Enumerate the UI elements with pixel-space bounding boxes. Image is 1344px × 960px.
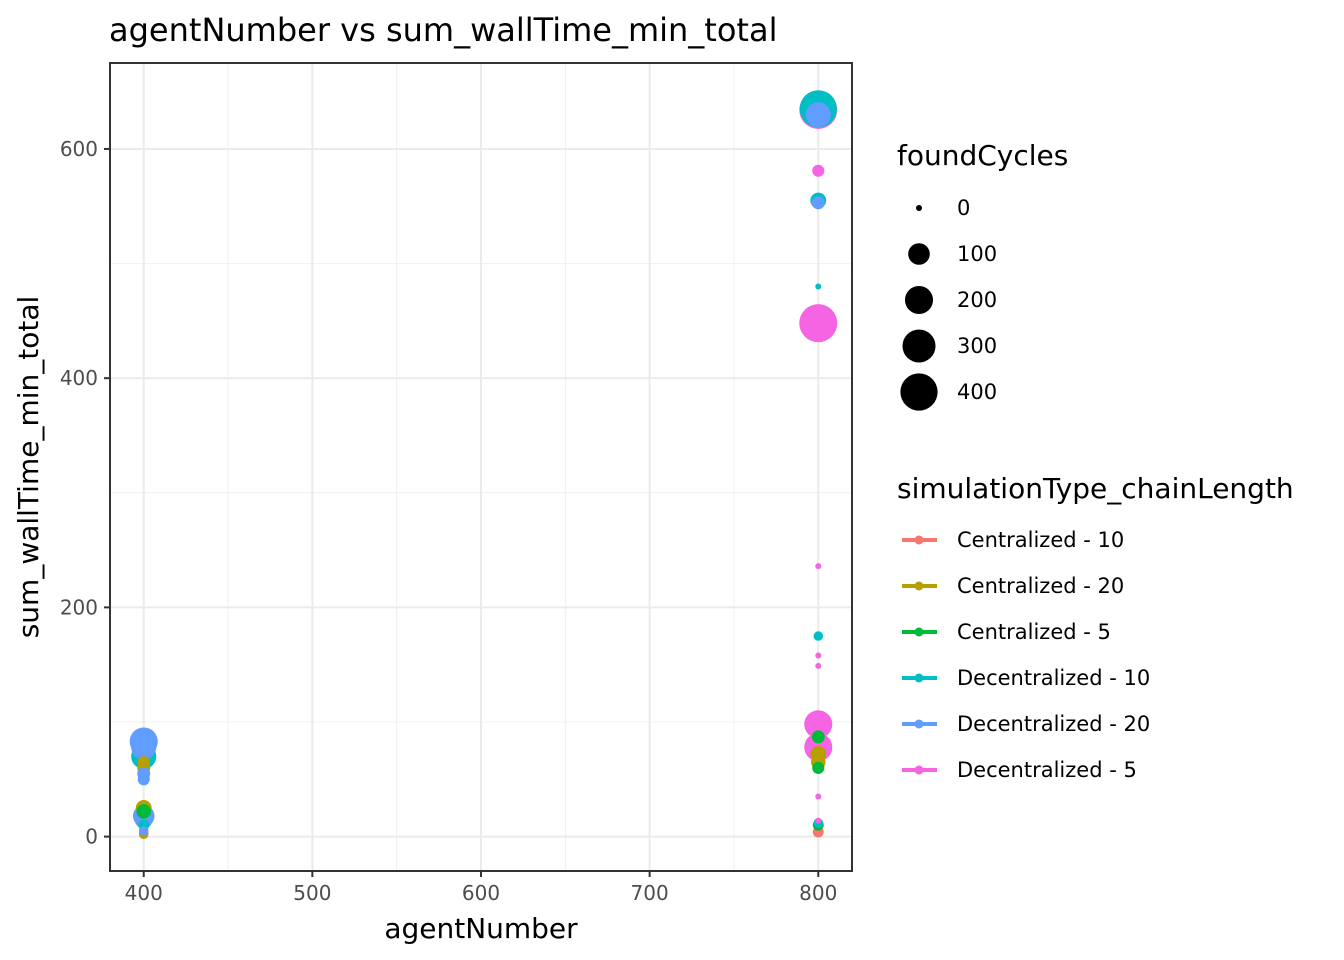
color-legend-dot <box>914 627 924 637</box>
size-legend-key <box>908 243 930 265</box>
data-point <box>804 710 833 739</box>
x-tick-label: 500 <box>293 881 331 905</box>
data-point <box>131 734 157 760</box>
data-point <box>815 817 822 824</box>
color-legend-label: Decentralized - 10 <box>957 666 1150 690</box>
y-tick-label: 200 <box>60 595 98 619</box>
size-legend-title: foundCycles <box>897 139 1068 172</box>
data-point <box>137 756 150 769</box>
data-point <box>815 652 822 659</box>
size-legend-label: 200 <box>957 288 997 312</box>
data-points <box>129 90 838 840</box>
color-legend-label: Decentralized - 5 <box>957 758 1137 782</box>
size-legend-label: 100 <box>957 242 997 266</box>
color-legend-dot <box>914 673 924 683</box>
data-point <box>813 631 824 641</box>
data-point <box>815 283 822 290</box>
data-point <box>812 164 825 177</box>
data-point <box>805 102 831 128</box>
data-point <box>815 563 822 570</box>
size-legend-key <box>900 373 938 411</box>
size-legend-key <box>916 205 922 211</box>
color-legend-label: Decentralized - 20 <box>957 712 1150 736</box>
data-point <box>811 730 825 744</box>
color-legend-label: Centralized - 20 <box>957 574 1124 598</box>
data-point <box>812 761 825 774</box>
y-axis-ticks: 0 200 400 600 <box>60 137 110 849</box>
chart-title: agentNumber vs sum_wallTime_min_total <box>109 11 777 49</box>
x-tick-label: 400 <box>125 881 163 905</box>
data-point <box>137 773 150 786</box>
y-tick-label: 600 <box>60 137 98 161</box>
color-legend-dot <box>914 535 924 545</box>
x-tick-label: 600 <box>462 881 500 905</box>
color-legend-dot <box>914 581 924 591</box>
color-legend: simulationType_chainLength Centralized -… <box>897 472 1294 782</box>
color-legend-label: Centralized - 10 <box>957 528 1124 552</box>
data-point <box>815 662 822 669</box>
y-axis-title: sum_wallTime_min_total <box>12 296 45 639</box>
size-legend: foundCycles 0 100 200 300 400 <box>897 139 1068 411</box>
data-point <box>136 804 152 819</box>
data-point <box>799 304 838 343</box>
color-legend-dot <box>914 765 924 775</box>
data-point <box>815 831 822 838</box>
size-legend-label: 400 <box>957 380 997 404</box>
y-tick-label: 400 <box>60 366 98 390</box>
color-legend-title: simulationType_chainLength <box>897 472 1294 505</box>
size-legend-key <box>904 285 934 315</box>
x-tick-label: 700 <box>631 881 669 905</box>
color-legend-dot <box>914 719 924 729</box>
x-tick-label: 800 <box>799 881 837 905</box>
size-legend-key <box>902 329 936 363</box>
data-point <box>811 196 825 210</box>
data-point <box>138 826 149 836</box>
y-tick-label: 0 <box>85 825 98 849</box>
grid-lines <box>110 63 852 871</box>
x-axis-ticks: 400 500 600 700 800 <box>125 871 837 905</box>
color-legend-label: Centralized - 5 <box>957 620 1111 644</box>
data-point <box>815 793 822 800</box>
size-legend-label: 300 <box>957 334 997 358</box>
size-legend-label: 0 <box>957 196 970 220</box>
x-axis-title: agentNumber <box>384 912 578 945</box>
